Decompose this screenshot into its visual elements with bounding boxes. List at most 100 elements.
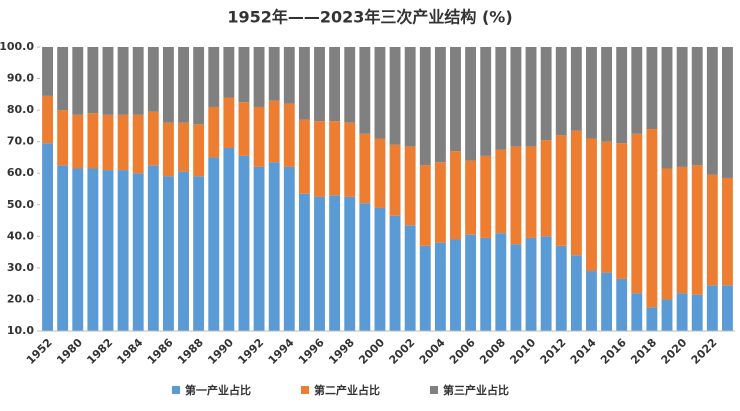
bar-segment bbox=[102, 47, 114, 115]
bar-segment bbox=[298, 119, 310, 194]
bar-segment bbox=[314, 196, 325, 331]
bar-segment bbox=[193, 124, 205, 177]
bar-segment bbox=[616, 47, 628, 144]
bar-segment bbox=[540, 236, 552, 331]
bar-segment bbox=[570, 255, 582, 331]
bar-segment bbox=[706, 174, 718, 286]
bar-segment bbox=[404, 146, 416, 226]
bar-segment bbox=[162, 47, 174, 123]
bar-segment bbox=[193, 176, 205, 331]
bar-segment bbox=[72, 168, 84, 331]
bar-segment bbox=[631, 133, 643, 294]
bar-segment bbox=[208, 157, 220, 331]
bar-segment bbox=[419, 245, 431, 331]
legend-label: 第一产业占比 bbox=[185, 383, 251, 397]
bar-segment bbox=[178, 171, 189, 331]
bar-segment bbox=[540, 140, 552, 237]
bar-segment bbox=[510, 244, 522, 331]
bar-segment bbox=[465, 160, 477, 235]
bar-segment bbox=[147, 111, 159, 166]
bar-segment bbox=[87, 113, 99, 169]
bar-segment bbox=[87, 168, 99, 331]
y-tick-label: 30.0 bbox=[7, 261, 34, 274]
bar-segment bbox=[329, 121, 341, 196]
bar-segment bbox=[253, 166, 265, 331]
bar-segment bbox=[706, 285, 718, 331]
bar-segment bbox=[450, 47, 461, 152]
bar-segment bbox=[570, 47, 582, 131]
bar-segment bbox=[42, 47, 53, 96]
y-tick-label: 70.0 bbox=[7, 135, 34, 148]
bar-segment bbox=[525, 47, 537, 147]
bar-segment bbox=[495, 149, 507, 234]
bar-segment bbox=[555, 135, 567, 246]
bar-segment bbox=[132, 47, 144, 115]
bar-segment bbox=[646, 47, 658, 130]
bar-segment bbox=[102, 114, 114, 171]
bar-segment bbox=[314, 121, 325, 197]
y-tick-label: 80.0 bbox=[7, 103, 34, 116]
bar-segment bbox=[434, 162, 446, 243]
y-tick-label: 90.0 bbox=[7, 72, 34, 85]
legend-swatch bbox=[301, 386, 309, 394]
bar-segment bbox=[283, 47, 295, 104]
bar-segment bbox=[162, 176, 174, 331]
bar-segment bbox=[661, 47, 673, 169]
bar-segment bbox=[268, 100, 280, 163]
bar-segment bbox=[268, 47, 280, 101]
bar-segment bbox=[374, 207, 386, 331]
bar-segment bbox=[586, 138, 597, 272]
bar-segment bbox=[42, 143, 53, 331]
bar-segment bbox=[722, 177, 733, 286]
y-tick-label: 10.0 bbox=[7, 324, 34, 337]
bar-segment bbox=[450, 239, 461, 331]
bar-segment bbox=[87, 47, 99, 114]
legend-label: 第二产业占比 bbox=[314, 383, 380, 397]
bar-segment bbox=[314, 47, 325, 122]
bar-segment bbox=[404, 225, 416, 331]
bar-segment bbox=[132, 114, 144, 174]
bar-segment bbox=[283, 103, 295, 167]
bar-segment bbox=[117, 170, 129, 331]
bar-segment bbox=[676, 293, 688, 331]
bar-segment bbox=[676, 166, 688, 294]
bar-segment bbox=[540, 47, 552, 141]
chart-title: 1952年——2023年三次产业结构 (%) bbox=[227, 8, 512, 27]
bar-segment bbox=[283, 166, 295, 331]
bar-segment bbox=[450, 151, 461, 240]
bar-segment bbox=[586, 47, 597, 139]
bar-segment bbox=[268, 162, 280, 331]
bar-segment bbox=[238, 47, 250, 103]
bar-segment bbox=[676, 47, 688, 167]
bar-segment bbox=[465, 47, 477, 161]
bar-segment bbox=[329, 195, 341, 331]
bar-segment bbox=[238, 155, 250, 331]
bar-segment bbox=[389, 144, 401, 216]
bar-segment bbox=[57, 110, 69, 166]
bar-segment bbox=[253, 106, 265, 167]
legend-label: 第三产业占比 bbox=[443, 383, 509, 397]
bar-segment bbox=[419, 47, 431, 166]
bar-segment bbox=[298, 47, 310, 120]
bar-segment bbox=[555, 47, 567, 136]
bar-segment bbox=[374, 138, 386, 208]
bar-segment bbox=[238, 102, 250, 156]
bar-segment bbox=[162, 122, 174, 177]
bar-segment bbox=[691, 294, 703, 331]
bar-segment bbox=[178, 47, 189, 123]
bar-segment bbox=[102, 170, 114, 331]
bar-segment bbox=[465, 234, 477, 331]
bar-segment bbox=[631, 47, 643, 134]
bar-segment bbox=[223, 147, 235, 331]
bar-segment bbox=[480, 47, 492, 156]
bar-segment bbox=[525, 237, 537, 331]
bar-segment bbox=[223, 47, 235, 98]
bar-segment bbox=[329, 47, 341, 122]
bar-segment bbox=[616, 143, 628, 279]
bar-segment bbox=[434, 47, 446, 163]
y-tick-label: 100.0 bbox=[0, 40, 34, 53]
bar-segment bbox=[706, 47, 718, 175]
y-tick-label: 20.0 bbox=[7, 292, 34, 305]
bar-segment bbox=[419, 165, 431, 246]
